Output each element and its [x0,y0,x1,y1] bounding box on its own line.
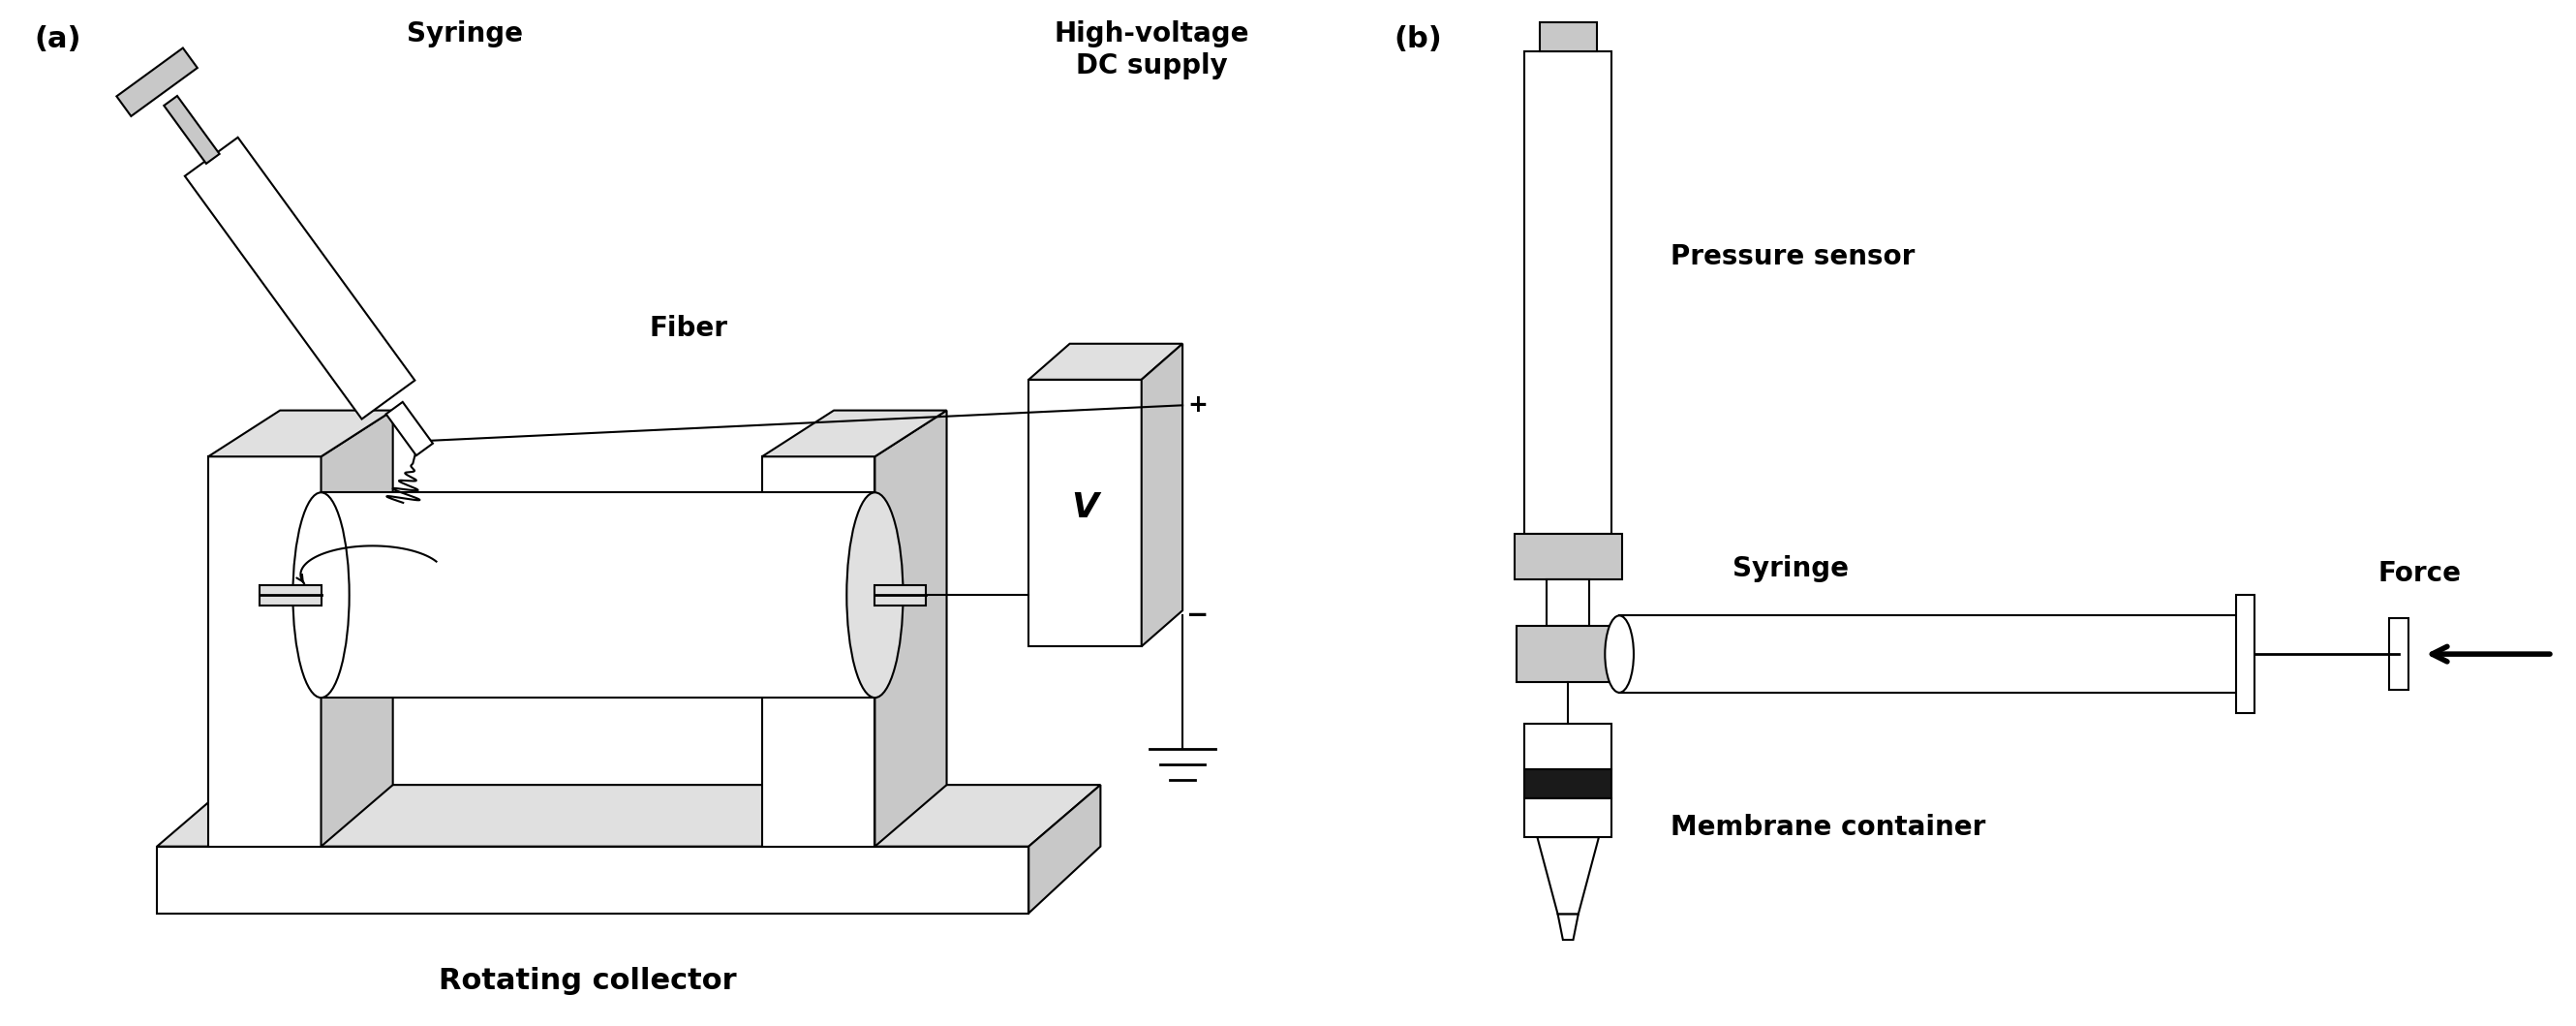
FancyBboxPatch shape [322,492,876,698]
FancyBboxPatch shape [209,457,322,846]
Polygon shape [1028,785,1100,913]
FancyBboxPatch shape [1540,23,1597,51]
Text: (b): (b) [1394,26,1443,53]
Polygon shape [1141,344,1182,646]
Polygon shape [876,410,945,846]
FancyBboxPatch shape [157,846,1028,913]
Text: Syringe: Syringe [407,21,523,47]
FancyBboxPatch shape [1525,798,1613,837]
Text: Force: Force [2378,560,2460,587]
Polygon shape [185,137,415,419]
Polygon shape [165,95,219,163]
Text: (a): (a) [33,26,80,53]
Text: −: − [1188,602,1208,629]
Text: Fiber: Fiber [649,315,726,342]
Polygon shape [322,410,394,846]
Text: High-voltage
DC supply: High-voltage DC supply [1054,21,1249,79]
FancyBboxPatch shape [2391,618,2409,690]
Polygon shape [157,785,1100,846]
Polygon shape [1558,914,1579,940]
Ellipse shape [294,492,350,698]
FancyBboxPatch shape [1525,51,1613,534]
Ellipse shape [848,492,904,698]
Text: V: V [1072,491,1100,524]
Polygon shape [116,48,198,116]
Ellipse shape [1605,616,1633,693]
FancyBboxPatch shape [1525,770,1613,798]
Text: +: + [1188,394,1208,417]
Text: Pressure sensor: Pressure sensor [1672,243,1914,270]
FancyBboxPatch shape [1620,616,2244,693]
FancyBboxPatch shape [1515,534,1623,580]
FancyBboxPatch shape [876,585,927,605]
Text: Rotating collector: Rotating collector [438,968,737,995]
FancyBboxPatch shape [1525,723,1613,770]
Polygon shape [209,410,394,457]
Polygon shape [1028,344,1182,380]
FancyBboxPatch shape [1028,380,1141,646]
FancyBboxPatch shape [1517,626,1620,682]
FancyBboxPatch shape [762,457,876,846]
Polygon shape [762,410,945,457]
FancyBboxPatch shape [260,585,322,605]
Polygon shape [386,402,433,456]
Polygon shape [1538,837,1600,914]
Text: Syringe: Syringe [1731,555,1850,583]
FancyBboxPatch shape [1546,580,1589,626]
Text: Membrane container: Membrane container [1672,814,1986,840]
FancyBboxPatch shape [2236,595,2254,713]
